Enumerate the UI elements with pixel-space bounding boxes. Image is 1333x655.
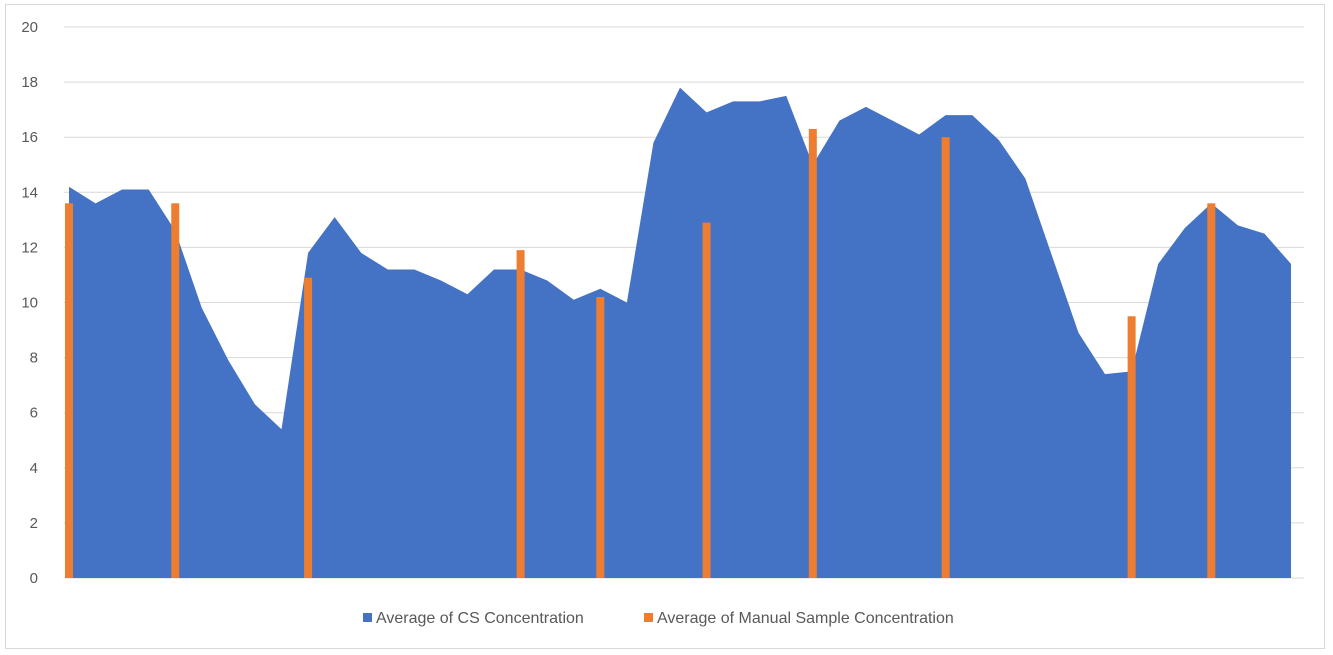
- legend-label: Average of CS Concentration: [376, 610, 584, 627]
- cs-concentration-area-shape: [69, 87, 1291, 579]
- legend-swatch: [644, 613, 653, 622]
- legend: Average of CS Concentration Average of Ma…: [363, 610, 954, 627]
- manual-sample-bar: [304, 277, 313, 578]
- y-tick-label: 8: [30, 350, 38, 367]
- chart-frame: 0 2 4 6 8 10 12 14 16 18 20 Average of CS Concentr…: [5, 4, 1325, 649]
- y-tick-label: 4: [30, 460, 38, 477]
- manual-sample-bar: [596, 296, 605, 578]
- legend-label: Average of Manual Sample Concentration: [657, 610, 954, 627]
- y-tick-label: 6: [30, 405, 38, 422]
- manual-sample-bar: [702, 222, 711, 579]
- y-tick-label: 10: [21, 295, 38, 312]
- manual-sample-bar: [65, 203, 73, 578]
- manual-sample-bar: [808, 128, 817, 578]
- manual-sample-bar: [516, 250, 525, 578]
- y-tick-label: 16: [21, 129, 38, 146]
- manual-sample-bar: [171, 203, 180, 578]
- y-axis: 0 2 4 6 8 10 12 14 16 18 20: [21, 19, 38, 587]
- manual-sample-bar: [1207, 203, 1216, 578]
- y-tick-label: 0: [30, 570, 38, 587]
- y-tick-label: 2: [30, 515, 38, 532]
- y-tick-label: 20: [21, 19, 38, 36]
- y-tick-label: 18: [21, 74, 38, 91]
- legend-swatch: [363, 613, 372, 622]
- y-tick-label: 12: [21, 239, 38, 256]
- cs-concentration-area: [69, 87, 1291, 579]
- chart-canvas: 0 2 4 6 8 10 12 14 16 18 20 Average of CS Concentr…: [21, 19, 1304, 627]
- y-tick-label: 14: [21, 184, 38, 201]
- manual-sample-bars: [65, 128, 1216, 579]
- manual-sample-bar: [941, 137, 950, 578]
- manual-sample-bar: [1127, 316, 1136, 578]
